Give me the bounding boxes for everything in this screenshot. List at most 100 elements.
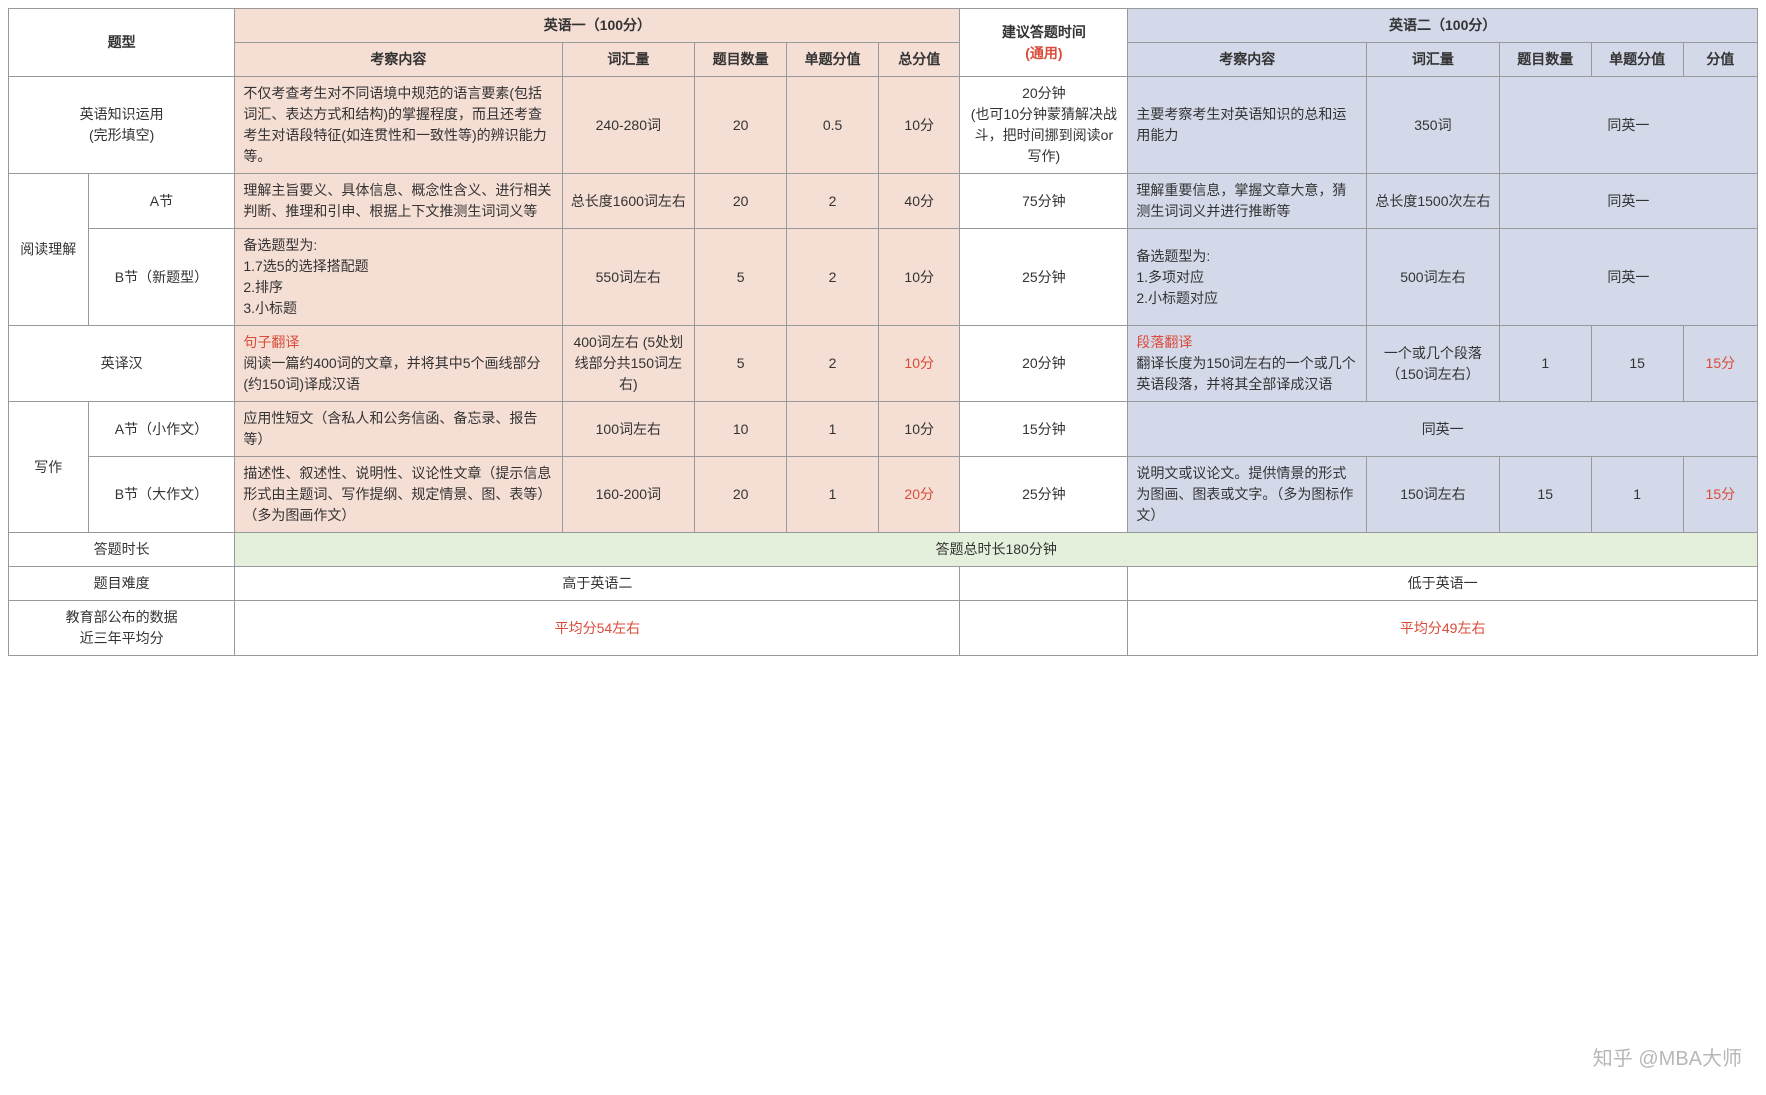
reading-a-e2-vocab: 总长度1500次左右: [1367, 174, 1500, 229]
translate-e1-content: 句子翻译 阅读一篇约400词的文章，并将其中5个画线部分(约150词)译成汉语: [235, 326, 562, 402]
translate-label: 英译汉: [9, 326, 235, 402]
writing-a-e1-count: 10: [695, 402, 787, 457]
reading-a-e1-total: 40分: [879, 174, 960, 229]
watermark: 知乎 @MBA大师: [1593, 1042, 1742, 1071]
comparison-table: 题型 英语一（100分） 建议答题时间 (通用) 英语二（100分） 考察内容 …: [8, 8, 1758, 656]
avg-label: 教育部公布的数据 近三年平均分: [9, 601, 235, 656]
cloze-e1-count: 20: [695, 77, 787, 174]
h2-count: 题目数量: [1499, 43, 1591, 77]
translate-e2-count: 1: [1499, 326, 1591, 402]
h-suggest-time-l1: 建议答题时间: [1002, 24, 1086, 40]
translate-e2-vocab: 一个或几个段落（150词左右）: [1367, 326, 1500, 402]
h-suggest-time-l2: (通用): [1025, 45, 1062, 61]
header-row-1: 题型 英语一（100分） 建议答题时间 (通用) 英语二（100分）: [9, 9, 1758, 43]
reading-b-sub: B节（新题型）: [88, 229, 235, 326]
writing-b-e1-content: 描述性、叙述性、说明性、议论性文章（提示信息形式由主题词、写作提纲、规定情景、图…: [235, 457, 562, 533]
writing-a-time: 15分钟: [960, 402, 1128, 457]
writing-b-e1-vocab: 160-200词: [562, 457, 695, 533]
translate-e2-content: 段落翻译 翻译长度为150词左右的一个或几个英语段落，并将其全部译成汉语: [1128, 326, 1367, 402]
reading-b-time: 25分钟: [960, 229, 1128, 326]
writing-a-e1-total: 10分: [879, 402, 960, 457]
difficulty-gap: [960, 567, 1128, 601]
translate-time: 20分钟: [960, 326, 1128, 402]
h-question-type: 题型: [9, 9, 235, 77]
h1-content: 考察内容: [235, 43, 562, 77]
writing-a-e1-per: 1: [787, 402, 879, 457]
row-difficulty: 题目难度 高于英语二 低于英语一: [9, 567, 1758, 601]
cloze-e2-content: 主要考察考生对英语知识的总和运用能力: [1128, 77, 1367, 174]
reading-a-e2-merge: 同英一: [1499, 174, 1757, 229]
h1-total: 总分值: [879, 43, 960, 77]
row-translate: 英译汉 句子翻译 阅读一篇约400词的文章，并将其中5个画线部分(约150词)译…: [9, 326, 1758, 402]
row-avg: 教育部公布的数据 近三年平均分 平均分54左右 平均分49左右: [9, 601, 1758, 656]
h1-count: 题目数量: [695, 43, 787, 77]
h-eng1: 英语一（100分）: [235, 9, 960, 43]
cloze-e1-total: 10分: [879, 77, 960, 174]
header-row-2: 考察内容 词汇量 题目数量 单题分值 总分值 考察内容 词汇量 题目数量 单题分…: [9, 43, 1758, 77]
cloze-e1-vocab: 240-280词: [562, 77, 695, 174]
writing-b-e2-total: 15分: [1683, 457, 1757, 533]
translate-e1-per: 2: [787, 326, 879, 402]
difficulty-e2: 低于英语一: [1128, 567, 1758, 601]
row-cloze: 英语知识运用 (完形填空) 不仅考查考生对不同语境中规范的语言要素(包括词汇、表…: [9, 77, 1758, 174]
difficulty-e1: 高于英语二: [235, 567, 960, 601]
row-writing-a: 写作 A节（小作文） 应用性短文（含私人和公务信函、备忘录、报告等） 100词左…: [9, 402, 1758, 457]
row-reading-b: B节（新题型） 备选题型为: 1.7选5的选择搭配题 2.排序 3.小标题 55…: [9, 229, 1758, 326]
h-eng2: 英语二（100分）: [1128, 9, 1758, 43]
translate-e2-per: 15: [1591, 326, 1683, 402]
writing-b-time: 25分钟: [960, 457, 1128, 533]
reading-a-e1-per: 2: [787, 174, 879, 229]
writing-b-e2-content: 说明文或议论文。提供情景的形式为图画、图表或文字。（多为图标作文）: [1128, 457, 1367, 533]
cloze-e2-vocab: 350词: [1367, 77, 1500, 174]
reading-b-e1-content: 备选题型为: 1.7选5的选择搭配题 2.排序 3.小标题: [235, 229, 562, 326]
reading-label: 阅读理解: [9, 174, 89, 326]
avg-e1: 平均分54左右: [235, 601, 960, 656]
reading-b-e1-vocab: 550词左右: [562, 229, 695, 326]
cloze-e1-per: 0.5: [787, 77, 879, 174]
reading-a-e1-count: 20: [695, 174, 787, 229]
h1-per: 单题分值: [787, 43, 879, 77]
row-reading-a: 阅读理解 A节 理解主旨要义、具体信息、概念性含义、进行相关判断、推理和引申、根…: [9, 174, 1758, 229]
h-suggest-time: 建议答题时间 (通用): [960, 9, 1128, 77]
duration-label: 答题时长: [9, 533, 235, 567]
reading-a-e1-vocab: 总长度1600词左右: [562, 174, 695, 229]
reading-b-e2-vocab: 500词左右: [1367, 229, 1500, 326]
writing-a-e1-content: 应用性短文（含私人和公务信函、备忘录、报告等）: [235, 402, 562, 457]
writing-label: 写作: [9, 402, 89, 533]
avg-e2: 平均分49左右: [1128, 601, 1758, 656]
reading-b-e1-total: 10分: [879, 229, 960, 326]
reading-a-e1-content: 理解主旨要义、具体信息、概念性含义、进行相关判断、推理和引申、根据上下文推测生词…: [235, 174, 562, 229]
writing-a-e1-vocab: 100词左右: [562, 402, 695, 457]
cloze-e2-merge: 同英一: [1499, 77, 1757, 174]
cloze-time: 20分钟 (也可10分钟蒙猜解决战斗，把时间挪到阅读or写作): [960, 77, 1128, 174]
h2-content: 考察内容: [1128, 43, 1367, 77]
row-writing-b: B节（大作文） 描述性、叙述性、说明性、议论性文章（提示信息形式由主题词、写作提…: [9, 457, 1758, 533]
reading-a-sub: A节: [88, 174, 235, 229]
writing-a-e2-merge: 同英一: [1128, 402, 1758, 457]
translate-e1-count: 5: [695, 326, 787, 402]
writing-b-e1-total: 20分: [879, 457, 960, 533]
writing-b-e2-count: 15: [1499, 457, 1591, 533]
reading-b-e1-per: 2: [787, 229, 879, 326]
h2-per: 单题分值: [1591, 43, 1683, 77]
reading-b-e2-merge: 同英一: [1499, 229, 1757, 326]
translate-e1-vocab: 400词左右 (5处划线部分共150词左右): [562, 326, 695, 402]
reading-b-e2-content: 备选题型为: 1.多项对应 2.小标题对应: [1128, 229, 1367, 326]
row-duration: 答题时长 答题总时长180分钟: [9, 533, 1758, 567]
h1-vocab: 词汇量: [562, 43, 695, 77]
cloze-e1-content: 不仅考查考生对不同语境中规范的语言要素(包括词汇、表达方式和结构)的掌握程度，而…: [235, 77, 562, 174]
writing-b-e2-vocab: 150词左右: [1367, 457, 1500, 533]
writing-b-e2-per: 1: [1591, 457, 1683, 533]
translate-e2-total: 15分: [1683, 326, 1757, 402]
difficulty-label: 题目难度: [9, 567, 235, 601]
reading-b-e1-count: 5: [695, 229, 787, 326]
writing-b-e1-per: 1: [787, 457, 879, 533]
writing-b-e1-count: 20: [695, 457, 787, 533]
avg-gap: [960, 601, 1128, 656]
reading-a-time: 75分钟: [960, 174, 1128, 229]
cloze-label: 英语知识运用 (完形填空): [9, 77, 235, 174]
h2-vocab: 词汇量: [1367, 43, 1500, 77]
h2-score: 分值: [1683, 43, 1757, 77]
translate-e1-total: 10分: [879, 326, 960, 402]
writing-b-sub: B节（大作文）: [88, 457, 235, 533]
